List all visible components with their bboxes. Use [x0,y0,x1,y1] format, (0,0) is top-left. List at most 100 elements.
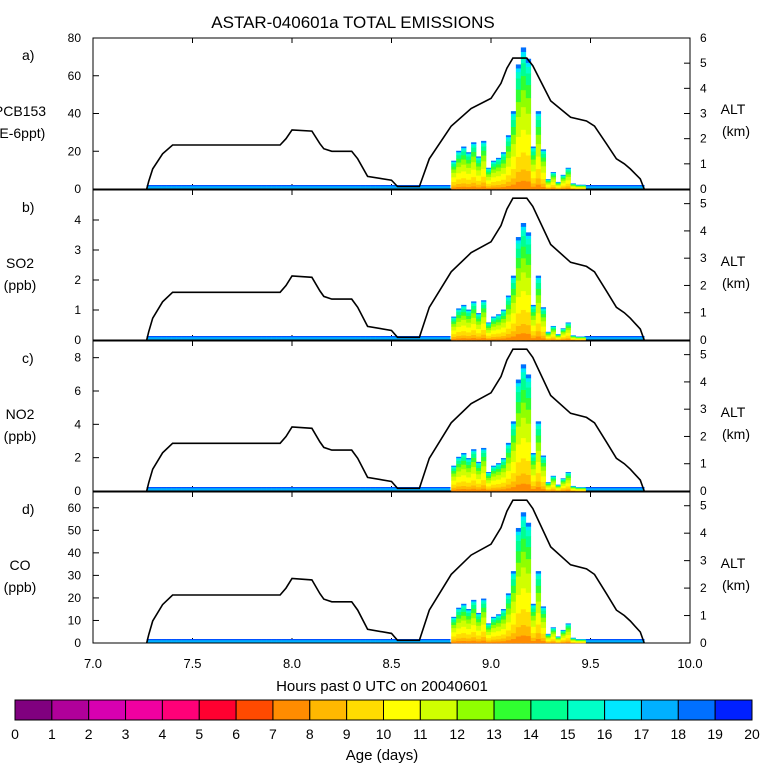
right-axis-unit: (km) [722,275,750,291]
emission-bar-segment [560,331,566,334]
emission-bar-segment [466,623,472,630]
emission-bar-segment [500,163,507,168]
baseline-emission-bar [221,640,227,643]
emission-bar-segment [560,637,566,640]
baseline-emission-bar [619,337,625,340]
emission-bar-segment [461,464,467,470]
emission-bar-segment [476,321,482,325]
emission-bar-segment [466,628,472,635]
baseline-emission-bar [430,186,436,189]
emission-bar-segment [481,460,487,467]
emission-bar-segment [545,182,551,184]
baseline-emission-top [435,487,441,489]
emission-bar-segment [550,633,556,637]
baseline-emission-bar [315,640,322,643]
baseline-emission-top [375,487,381,489]
emission-bar-segment [570,183,576,185]
baseline-emission-top [300,336,307,338]
baseline-emission-bar [584,337,590,340]
emission-bar-segment [491,160,497,162]
emission-bar-segment [486,473,492,475]
baseline-emission-top [271,185,277,187]
baseline-emission-top [246,336,252,338]
baseline-emission-top [286,185,292,187]
emission-bar-segment [565,180,571,184]
emission-bar-segment [550,330,556,333]
x-tick-label: 9.5 [581,656,599,671]
baseline-emission-top [375,336,381,338]
emission-bar-segment [491,326,497,331]
baseline-emission-bar [435,337,441,340]
emission-bar-segment [471,631,477,638]
baseline-emission-bar [295,337,302,340]
emission-bar-segment [535,113,542,117]
baseline-emission-top [231,185,237,187]
baseline-emission-group [146,336,645,340]
emission-bar-segment [491,473,497,477]
emission-bar-segment [520,47,527,52]
emission-bar-segment [555,183,561,185]
emission-bar-segment [456,633,462,639]
baseline-emission-top [151,487,157,489]
baseline-emission-top [315,336,322,338]
emission-bar-segment [510,288,517,296]
right-tick-label: 2 [700,132,707,146]
emission-bar-segment [545,184,551,187]
left-tick-label: 4 [74,213,81,227]
emission-bar-segment [535,275,542,278]
baseline-emission-bar [430,488,436,491]
baseline-emission-top [156,336,162,338]
baseline-emission-bar [291,640,297,643]
emission-bar-segment [476,175,482,181]
baseline-emission-bar [231,488,237,491]
colorbar-swatch [530,699,569,721]
baseline-emission-bar [320,337,327,340]
emission-bar-segment [535,579,542,586]
emission-bar-segment [535,612,542,625]
emission-bar-segment [476,613,482,616]
emission-bar-segment [535,571,542,574]
emission-bar-segment [565,474,571,477]
baseline-emission-bar [584,640,590,643]
emission-bar-segment [550,475,556,477]
emission-bar-segment [456,150,462,153]
baseline-emission-bar [634,186,640,189]
emission-bar-segment [565,322,571,324]
emission-bar-segment [476,463,482,466]
baseline-emission-top [166,185,172,187]
emission-bar-segment [471,143,477,146]
baseline-emission-bar [335,337,342,340]
emission-bar-segment [540,151,547,155]
emission-bar-segment [515,484,522,492]
emission-bar-segment [471,612,477,619]
emission-bar-segment [525,546,532,560]
emission-bar-segment [560,631,566,633]
emission-bar-segment [560,479,566,482]
emission-bar-segment [481,176,487,183]
emission-bar-segment [540,456,547,458]
emission-bar-segment [575,639,581,641]
emission-bar-segment [565,489,571,492]
emission-bar-segment [565,186,571,189]
panel-frame [92,189,691,341]
left-tick-label: 40 [68,546,82,560]
baseline-emission-bar [256,488,262,491]
emission-bar-segment [505,337,512,341]
emission-bar-segment [575,642,581,644]
emission-bar-segment [510,336,517,341]
baseline-emission-bar [395,488,401,491]
baseline-emission-bar [604,640,610,643]
emission-bar-segment [540,617,547,623]
baseline-emission-bar [251,337,257,340]
emission-bar-segment [500,186,507,190]
emission-bar-segment [461,606,467,609]
emission-bar-segment [461,159,467,165]
baseline-emission-top [146,639,153,641]
emission-bar-segment [570,188,576,189]
baseline-emission-bar [256,640,262,643]
baseline-emission-bar [226,337,232,340]
emission-bar-segment [491,316,497,318]
baseline-emission-bar [146,640,153,643]
baseline-emission-bar [211,337,217,340]
emission-bar-segment [461,319,467,326]
